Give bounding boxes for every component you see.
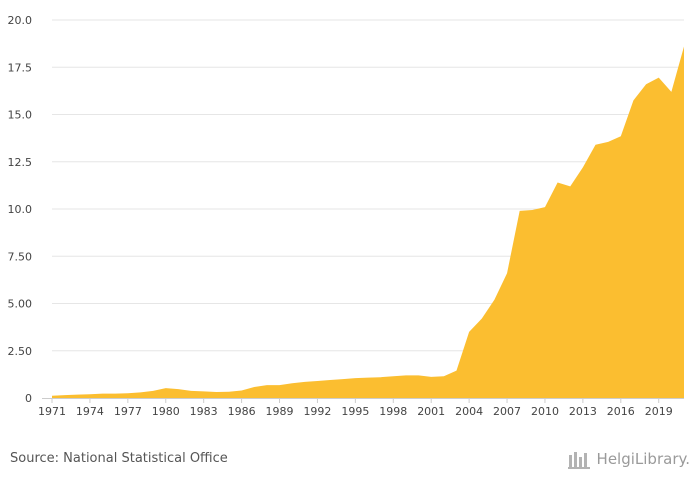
data-point[interactable] xyxy=(428,374,434,380)
data-point[interactable] xyxy=(163,385,169,391)
area-series[interactable] xyxy=(52,46,684,399)
data-point[interactable] xyxy=(340,376,346,382)
logo-text: HelgiLibrary. xyxy=(596,450,690,468)
data-point[interactable] xyxy=(239,387,245,393)
data-point[interactable] xyxy=(656,75,662,81)
x-tick-label: 2007 xyxy=(493,405,521,418)
x-tick-label: 1977 xyxy=(114,405,142,418)
plot-area xyxy=(49,43,687,399)
y-tick-label: 17.5 xyxy=(8,61,33,74)
data-point[interactable] xyxy=(453,368,459,374)
data-point[interactable] xyxy=(618,133,624,139)
y-tick-label: 0 xyxy=(25,392,32,405)
data-point[interactable] xyxy=(87,391,93,397)
data-point[interactable] xyxy=(390,373,396,379)
y-tick-label: 5.00 xyxy=(8,298,33,311)
data-point[interactable] xyxy=(593,142,599,148)
data-point[interactable] xyxy=(251,384,257,390)
data-point[interactable] xyxy=(74,392,80,398)
data-point[interactable] xyxy=(302,379,308,385)
x-tick-label: 2013 xyxy=(569,405,597,418)
data-point[interactable] xyxy=(605,139,611,145)
x-tick-label: 1995 xyxy=(341,405,369,418)
source-note: Source: National Statistical Office xyxy=(10,451,228,466)
data-point[interactable] xyxy=(479,316,485,322)
x-tick-label: 2016 xyxy=(607,405,635,418)
data-point[interactable] xyxy=(491,297,497,303)
data-point[interactable] xyxy=(681,43,687,49)
data-point[interactable] xyxy=(201,388,207,394)
data-point[interactable] xyxy=(277,382,283,388)
data-point[interactable] xyxy=(542,204,548,210)
x-tick-label: 1971 xyxy=(38,405,66,418)
data-point[interactable] xyxy=(466,329,472,335)
data-point[interactable] xyxy=(555,180,561,186)
x-tick-label: 1989 xyxy=(266,405,294,418)
data-point[interactable] xyxy=(441,373,447,379)
x-tick-label: 1983 xyxy=(190,405,218,418)
data-point[interactable] xyxy=(125,390,131,396)
y-tick-label: 10.0 xyxy=(8,203,33,216)
x-tick-label: 2019 xyxy=(645,405,673,418)
data-point[interactable] xyxy=(643,81,649,87)
data-point[interactable] xyxy=(226,389,232,395)
data-point[interactable] xyxy=(352,375,358,381)
data-point[interactable] xyxy=(567,183,573,189)
data-point[interactable] xyxy=(62,392,68,398)
data-point[interactable] xyxy=(112,391,118,397)
data-point[interactable] xyxy=(504,270,510,276)
data-point[interactable] xyxy=(314,378,320,384)
helgilibrary-logo[interactable]: HelgiLibrary. xyxy=(567,448,690,470)
x-tick-label: 1974 xyxy=(76,405,104,418)
x-axis: 1971 1974 1977 1980 1983 1986 1989 1992 1995 1998… xyxy=(38,398,684,418)
grid-lines xyxy=(52,19,684,352)
data-point[interactable] xyxy=(517,208,523,214)
x-tick-label: 2010 xyxy=(531,405,559,418)
data-point[interactable] xyxy=(416,372,422,378)
data-point[interactable] xyxy=(137,389,143,395)
y-tick-label: 7.50 xyxy=(8,250,33,263)
x-tick-label: 2004 xyxy=(455,405,483,418)
data-point[interactable] xyxy=(100,391,106,397)
data-point[interactable] xyxy=(365,375,371,381)
data-point[interactable] xyxy=(150,388,156,394)
data-point[interactable] xyxy=(403,372,409,378)
x-tick-label: 1980 xyxy=(152,405,180,418)
data-point[interactable] xyxy=(188,388,194,394)
data-point[interactable] xyxy=(668,89,674,95)
data-point[interactable] xyxy=(175,386,181,392)
data-point[interactable] xyxy=(264,382,270,388)
y-axis: 0 2.50 5.00 7.50 10.0 12.5 15.0 17.5 20.0 xyxy=(8,14,33,405)
x-tick-label: 2001 xyxy=(417,405,445,418)
x-tick-label: 1992 xyxy=(303,405,331,418)
data-point[interactable] xyxy=(49,393,55,399)
data-point[interactable] xyxy=(289,380,295,386)
data-point[interactable] xyxy=(630,97,636,103)
data-point[interactable] xyxy=(213,389,219,395)
y-tick-label: 2.50 xyxy=(8,345,33,358)
data-point[interactable] xyxy=(529,207,535,213)
data-point[interactable] xyxy=(378,374,384,380)
data-point[interactable] xyxy=(327,377,333,383)
x-tick-label: 1986 xyxy=(228,405,256,418)
x-tick-label: 1998 xyxy=(379,405,407,418)
data-point[interactable] xyxy=(580,164,586,170)
library-logo-icon xyxy=(567,452,590,469)
y-tick-label: 15.0 xyxy=(8,109,33,122)
y-tick-label: 12.5 xyxy=(8,156,33,169)
y-tick-label: 20.0 xyxy=(8,14,33,27)
